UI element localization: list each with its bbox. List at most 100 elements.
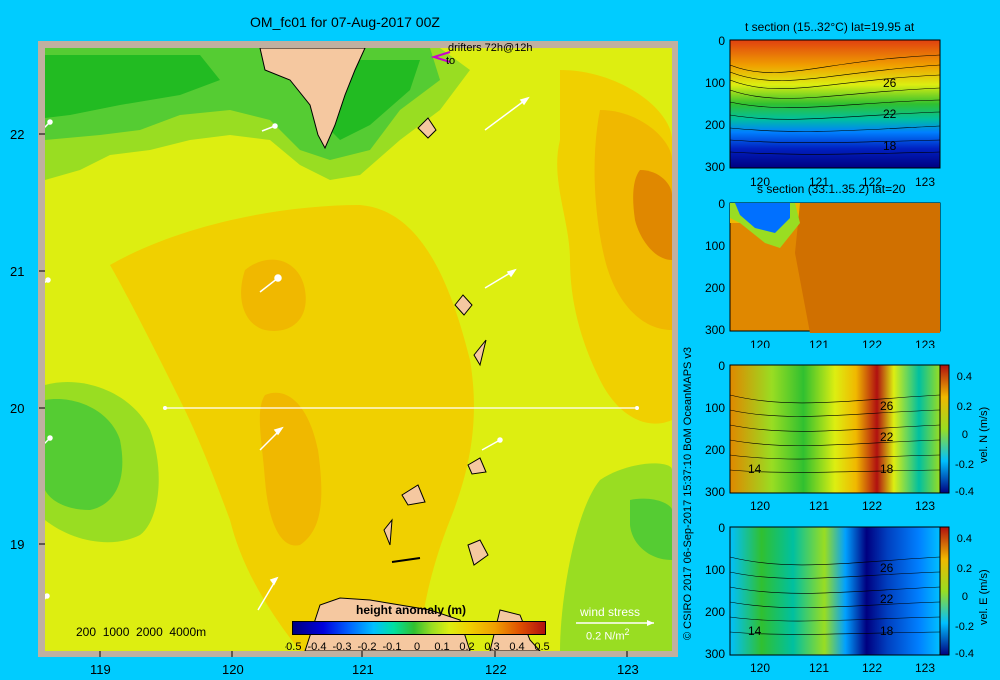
svg-text:200: 200 (705, 281, 725, 295)
field-orange-band (241, 259, 306, 331)
svg-text:-0.4: -0.4 (955, 648, 974, 660)
map-ytick: 21 (10, 264, 25, 279)
vel-n-section-panel: 26 22 18 14 0 100 200 300 120 121 122 123 0.4 0.2 0… (705, 359, 990, 510)
field-darkorange-east (633, 170, 672, 260)
svg-text:123: 123 (915, 338, 935, 348)
svg-text:200: 200 (705, 605, 725, 619)
svg-text:0.2: 0.2 (957, 563, 972, 575)
colorbar-ticks: -0.5 -0.4 -0.3 -0.2 -0.1 0 0.1 0.2 0.3 0… (285, 641, 550, 653)
svg-text:123: 123 (915, 661, 935, 672)
sea-level-map (39, 48, 672, 657)
map-ytick: 22 (10, 127, 25, 142)
map-ytick: 19 (10, 537, 25, 552)
svg-text:22: 22 (880, 592, 894, 606)
svg-text:0: 0 (718, 521, 725, 535)
t-section-title: t section (15..32°C) lat=19.95 at (745, 20, 915, 34)
svg-text:14: 14 (748, 462, 762, 476)
svg-text:18: 18 (880, 624, 894, 638)
svg-text:300: 300 (705, 323, 725, 337)
svg-text:121: 121 (809, 499, 829, 510)
svg-text:-0.3: -0.3 (333, 641, 352, 653)
svg-text:120: 120 (750, 175, 770, 189)
svg-text:100: 100 (705, 401, 725, 415)
wind-scale-arrow (576, 620, 654, 626)
svg-text:100: 100 (705, 563, 725, 577)
svg-text:0.2: 0.2 (957, 401, 972, 413)
svg-text:0.1: 0.1 (434, 641, 449, 653)
svg-text:121: 121 (809, 338, 829, 348)
depth-legend: 200 1000 2000 4000m (76, 625, 207, 639)
svg-text:-0.1: -0.1 (383, 641, 402, 653)
taiwan-land (259, 48, 366, 150)
field-orange-east (594, 110, 672, 330)
svg-text:0: 0 (718, 359, 725, 373)
svg-text:18: 18 (883, 139, 897, 153)
svg-text:0.4: 0.4 (509, 641, 524, 653)
svg-text:120: 120 (750, 338, 770, 348)
svg-text:123: 123 (915, 175, 935, 189)
svg-text:-0.2: -0.2 (955, 459, 974, 471)
svg-text:0.3: 0.3 (484, 641, 499, 653)
svg-text:121: 121 (809, 661, 829, 672)
map-xtick: 122 (485, 662, 507, 677)
drifter-tracks (45, 96, 530, 611)
map-title: OM_fc01 for 07-Aug-2017 00Z (250, 14, 440, 30)
svg-text:123: 123 (915, 499, 935, 510)
svg-text:14: 14 (748, 624, 762, 638)
map-xtick: 119 (90, 662, 111, 677)
svg-text:122: 122 (862, 338, 882, 348)
svg-text:122: 122 (862, 661, 882, 672)
svg-text:26: 26 (880, 399, 894, 413)
wind-stress-label: wind stress (580, 605, 641, 619)
svg-text:18: 18 (880, 462, 894, 476)
svg-text:0.4: 0.4 (957, 371, 972, 383)
svg-text:22: 22 (883, 107, 897, 121)
svg-text:vel. E (m/s): vel. E (m/s) (978, 569, 990, 625)
drifter-marker (430, 51, 451, 63)
svg-text:0: 0 (962, 591, 968, 603)
field-green-north-core (45, 55, 220, 118)
map-xtick: 120 (222, 662, 244, 677)
svg-text:100: 100 (705, 239, 725, 253)
svg-text:120: 120 (750, 499, 770, 510)
svg-text:121: 121 (809, 175, 829, 189)
svg-text:0.5: 0.5 (534, 641, 549, 653)
s-section-panel: 0 100 200 300 120 121 122 123 (705, 197, 941, 348)
svg-text:vel. N (m/s): vel. N (m/s) (978, 407, 990, 463)
map-xtick: 123 (617, 662, 639, 677)
svg-text:-0.2: -0.2 (358, 641, 377, 653)
svg-text:122: 122 (862, 175, 882, 189)
map-axis-ticks (39, 133, 628, 657)
svg-text:200: 200 (705, 443, 725, 457)
svg-text:300: 300 (705, 485, 725, 499)
svg-text:122: 122 (862, 499, 882, 510)
svg-text:-0.5: -0.5 (285, 641, 301, 653)
svg-text:0: 0 (718, 34, 725, 48)
svg-text:0.4: 0.4 (957, 533, 972, 545)
svg-text:300: 300 (705, 160, 725, 174)
drifters-to-label: to (446, 55, 456, 67)
svg-text:26: 26 (883, 76, 897, 90)
svg-text:0: 0 (718, 197, 725, 211)
svg-text:100: 100 (705, 76, 725, 90)
svg-text:0: 0 (414, 641, 420, 653)
svg-text:-0.2: -0.2 (955, 621, 974, 633)
wind-scale-value: 0.2 N/m2 (586, 627, 630, 643)
svg-text:120: 120 (750, 661, 770, 672)
s-section-title: s section (33.1..35.2) lat=20 (757, 182, 906, 196)
svg-text:-0.4: -0.4 (308, 641, 327, 653)
svg-text:0.2: 0.2 (459, 641, 474, 653)
map-ytick: 20 (10, 401, 25, 416)
svg-text:300: 300 (705, 647, 725, 661)
field-green-west-core (45, 399, 123, 510)
svg-text:-0.4: -0.4 (955, 486, 974, 498)
field-green-east-core (630, 498, 672, 560)
t-section-panel: 26 22 18 0 100 200 300 120 121 122 123 (705, 34, 941, 189)
svg-text:26: 26 (880, 561, 894, 575)
credit-text: © CSIRO 2017 06-Sep-2017 15:37:10 BoM Oc… (682, 346, 694, 640)
vel-e-section-panel: 26 22 18 14 0 100 200 300 120 121 122 123 0.4 0.2 0… (705, 521, 990, 672)
map-xtick: 121 (352, 662, 374, 677)
islands (383, 117, 489, 566)
svg-text:200: 200 (705, 118, 725, 132)
svg-text:22: 22 (880, 430, 894, 444)
